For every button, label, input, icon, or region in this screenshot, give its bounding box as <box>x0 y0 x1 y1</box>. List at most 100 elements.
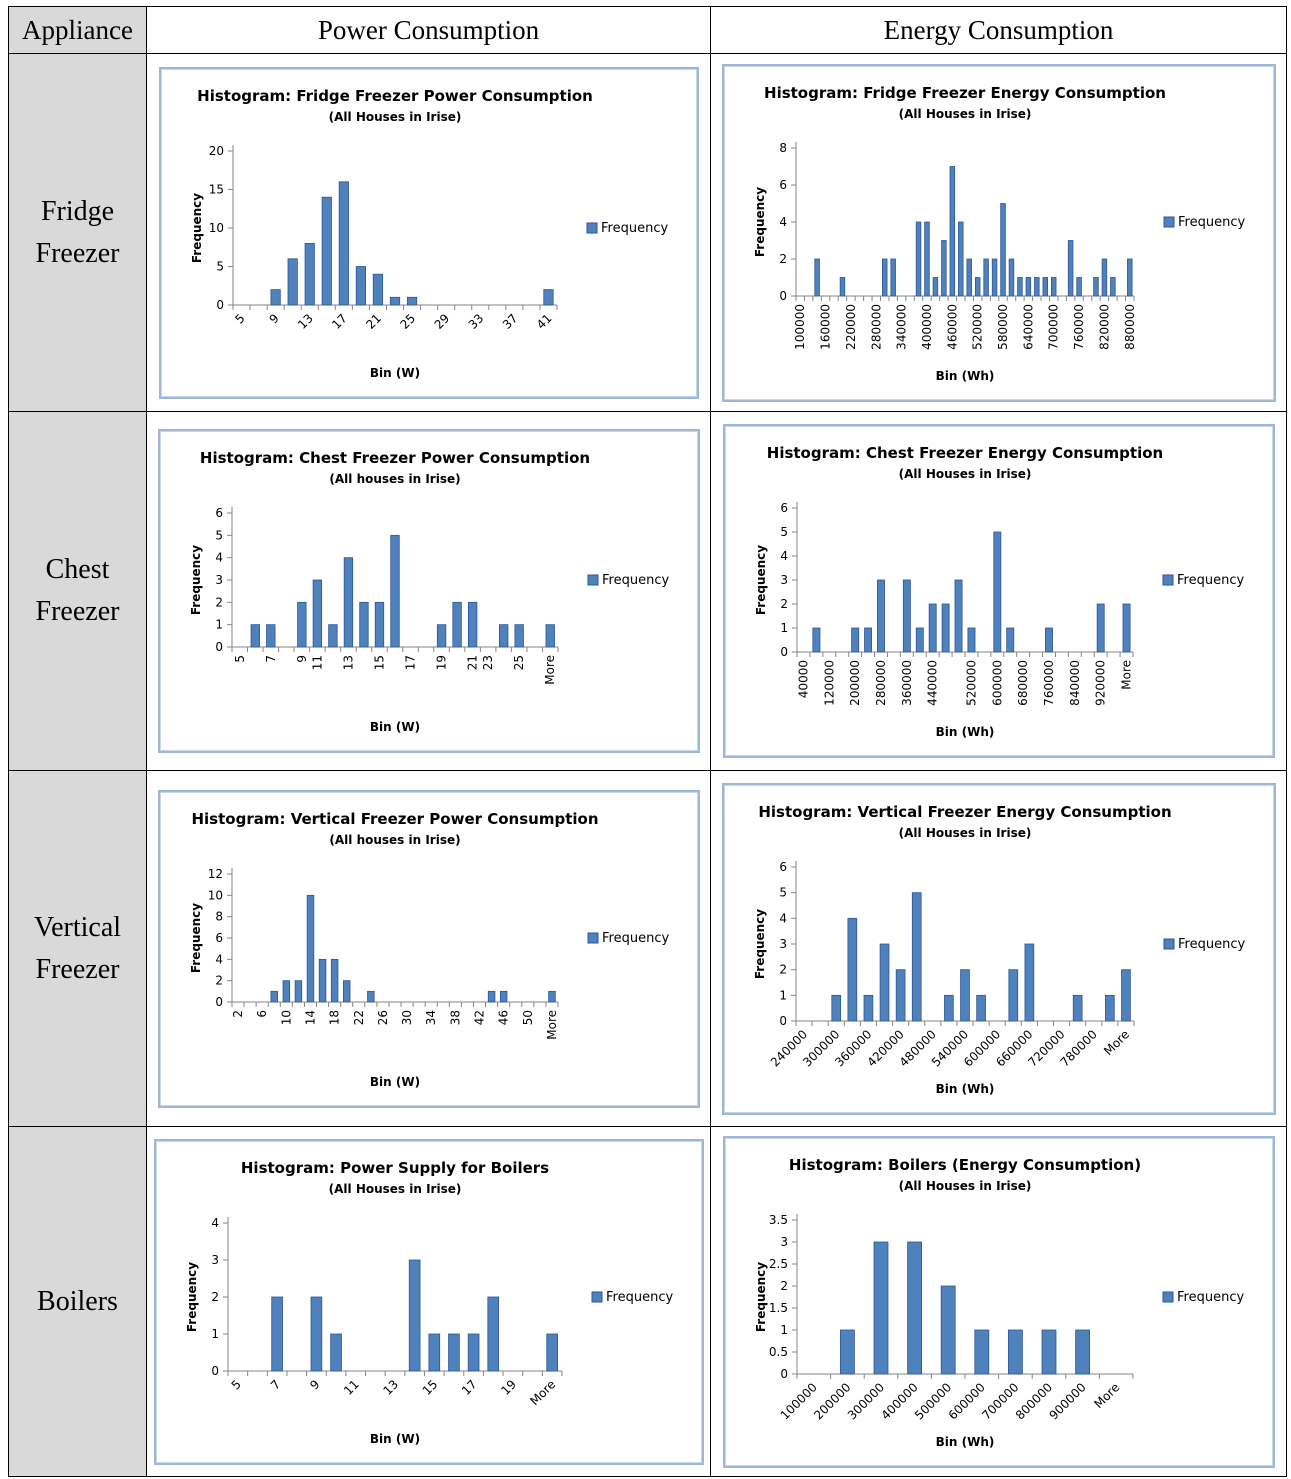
x-tick-label: 820000 <box>1097 304 1111 350</box>
x-tick-label: 700000 <box>1046 304 1060 350</box>
x-tick-label: 22 <box>351 1010 365 1025</box>
histogram-bar <box>1126 258 1132 296</box>
y-tick-label: 2.5 <box>768 1257 787 1271</box>
x-tick-label: More <box>1101 1027 1132 1058</box>
x-axis-title: Bin (W) <box>369 1075 419 1089</box>
y-tick-label: 3 <box>780 1235 788 1249</box>
histogram-bar <box>296 601 307 648</box>
histogram-bar <box>487 990 495 1002</box>
x-axis-title: Bin (W) <box>369 366 419 380</box>
chart-subtitle: (All Houses in Irise) <box>328 1182 461 1196</box>
histogram-bar <box>941 603 950 653</box>
histogram-bar <box>999 202 1006 296</box>
chest-energy-histogram: Histogram: Chest Freezer Energy Consumpt… <box>754 444 1244 739</box>
x-tick-label: 15 <box>419 1377 440 1398</box>
x-tick-label: 21 <box>465 655 479 670</box>
appliance-name: Fridge Freezer <box>8 53 147 412</box>
y-tick-label: 0 <box>216 298 224 312</box>
y-axis-title: Frequency <box>754 1261 768 1331</box>
histogram-bar <box>881 258 887 296</box>
x-tick-label: 10 <box>279 1010 293 1025</box>
histogram-bar <box>355 265 366 305</box>
histogram-bar <box>389 534 400 648</box>
histogram-bar <box>1007 968 1018 1021</box>
histogram-bar <box>436 624 446 648</box>
x-tick-label: 900000 <box>1046 1380 1088 1422</box>
histogram-bar <box>1074 1329 1090 1374</box>
histogram-bar <box>389 296 400 305</box>
histogram-bar <box>427 1333 440 1371</box>
x-tick-label: 640000 <box>1021 304 1035 350</box>
energy-chart-cell: Histogram: Chest Freezer Energy Consumpt… <box>710 411 1287 771</box>
energy-chart-cell: Histogram: Vertical Freezer Energy Consu… <box>710 770 1287 1127</box>
chart-subtitle: (All houses in Irise) <box>329 472 460 486</box>
y-tick-label: 0 <box>779 1014 787 1028</box>
histogram-bar <box>966 258 972 296</box>
histogram-bar <box>915 627 924 653</box>
x-tick-label: 160000 <box>818 304 832 350</box>
histogram-bar <box>270 990 278 1002</box>
legend-label: Frequency <box>602 931 669 946</box>
x-tick-label: 40000 <box>796 660 810 698</box>
chart-title: Histogram: Vertical Freezer Energy Consu… <box>758 803 1171 821</box>
x-tick-label: 840000 <box>1067 660 1081 706</box>
y-tick-label: 2 <box>211 1290 219 1304</box>
y-tick-label: 4 <box>215 551 223 565</box>
y-tick-label: 2 <box>780 1279 788 1293</box>
x-tick-label: 33 <box>465 311 486 332</box>
y-tick-label: 0 <box>779 289 787 303</box>
power-chart-cell: Histogram: Chest Freezer Power Consumpti… <box>146 411 711 771</box>
boilers-power-histogram: Histogram: Power Supply for Boilers (All … <box>185 1159 673 1446</box>
x-tick-label: 5 <box>228 1377 243 1392</box>
legend-label: Frequency <box>606 1290 673 1305</box>
histogram-bar <box>876 579 885 653</box>
chart-vertical-energy: Histogram: Vertical Freezer Energy Consu… <box>721 782 1276 1115</box>
y-tick-label: 8 <box>779 141 787 155</box>
y-axis-title: Frequency <box>190 192 204 262</box>
histogram-bar <box>1096 603 1105 653</box>
y-tick-label: 2 <box>780 597 788 611</box>
x-tick-label: 2 <box>231 1010 245 1018</box>
legend-swatch <box>587 932 598 943</box>
histogram-bar <box>358 601 369 648</box>
y-tick-label: 10 <box>208 221 223 235</box>
row-boilers: Boilers Histogram: Power Supply for Boil… <box>8 1126 1287 1477</box>
legend-label: Frequency <box>601 221 668 236</box>
histogram-bar <box>408 1259 420 1371</box>
y-tick-label: 0.5 <box>768 1345 787 1359</box>
y-tick-label: 6 <box>779 178 787 192</box>
y-tick-label: 12 <box>207 867 222 881</box>
legend-label: Frequency <box>1178 937 1245 952</box>
x-tick-label: 17 <box>403 655 417 670</box>
x-tick-label: 29 <box>431 311 452 332</box>
histogram-bar <box>1072 994 1082 1021</box>
histogram-bar <box>863 627 872 653</box>
histogram-bar <box>991 258 997 296</box>
appliance-name: Vertical Freezer <box>8 770 147 1127</box>
histogram-bar <box>1104 994 1115 1021</box>
x-axis-title: Bin (Wh) <box>935 369 994 383</box>
histogram-bar <box>928 603 937 653</box>
y-tick-label: 1 <box>215 618 223 632</box>
histogram-bar <box>374 601 384 648</box>
vertical-power-histogram: Histogram: Vertical Freezer Power Consum… <box>189 810 669 1089</box>
x-tick-label: 21 <box>363 311 384 332</box>
y-tick-label: 6 <box>215 506 223 520</box>
y-tick-label: 8 <box>215 909 223 923</box>
row-chest-freezer: Chest Freezer Histogram: Chest Freezer P… <box>8 411 1287 771</box>
x-tick-label: 5 <box>232 311 247 326</box>
histogram-bar <box>1008 258 1014 296</box>
x-tick-label: 680000 <box>1016 660 1030 706</box>
energy-chart-cell: Histogram: Fridge Freezer Energy Consump… <box>710 53 1287 412</box>
x-tick-label: 30 <box>400 1010 414 1025</box>
x-tick-label: More <box>543 655 557 685</box>
histogram-bar <box>982 258 989 296</box>
x-tick-label: 25 <box>512 655 526 670</box>
chart-subtitle: (All houses in Irise) <box>329 833 460 847</box>
histogram-bar <box>287 257 298 305</box>
x-tick-label: More <box>527 1377 558 1408</box>
histogram-bar <box>1005 627 1014 653</box>
histogram-bar <box>973 1329 989 1374</box>
histogram-bar <box>1025 276 1031 296</box>
histogram-bar <box>906 1241 922 1374</box>
